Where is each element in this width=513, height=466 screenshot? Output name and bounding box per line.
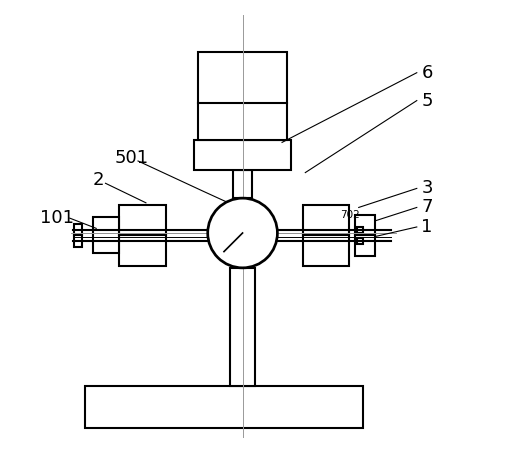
Bar bbox=[93, 217, 119, 254]
Bar bbox=[358, 227, 363, 233]
Text: 3: 3 bbox=[422, 179, 433, 198]
Text: 101: 101 bbox=[41, 209, 74, 227]
Circle shape bbox=[208, 198, 278, 268]
Bar bbox=[74, 235, 82, 247]
Text: 6: 6 bbox=[422, 64, 433, 82]
Text: 501: 501 bbox=[115, 149, 149, 167]
Bar bbox=[194, 140, 291, 170]
Bar bbox=[358, 238, 363, 244]
Bar bbox=[199, 52, 287, 140]
Bar bbox=[74, 224, 82, 235]
Text: 702: 702 bbox=[340, 210, 360, 220]
Bar bbox=[303, 205, 349, 266]
Bar bbox=[355, 215, 374, 256]
Bar bbox=[85, 386, 363, 428]
Bar bbox=[233, 170, 252, 198]
Text: 5: 5 bbox=[422, 92, 433, 110]
Text: 7: 7 bbox=[422, 199, 433, 216]
Text: 2: 2 bbox=[93, 171, 105, 189]
Text: 1: 1 bbox=[422, 218, 433, 236]
Bar bbox=[120, 205, 166, 266]
Bar bbox=[230, 268, 255, 386]
